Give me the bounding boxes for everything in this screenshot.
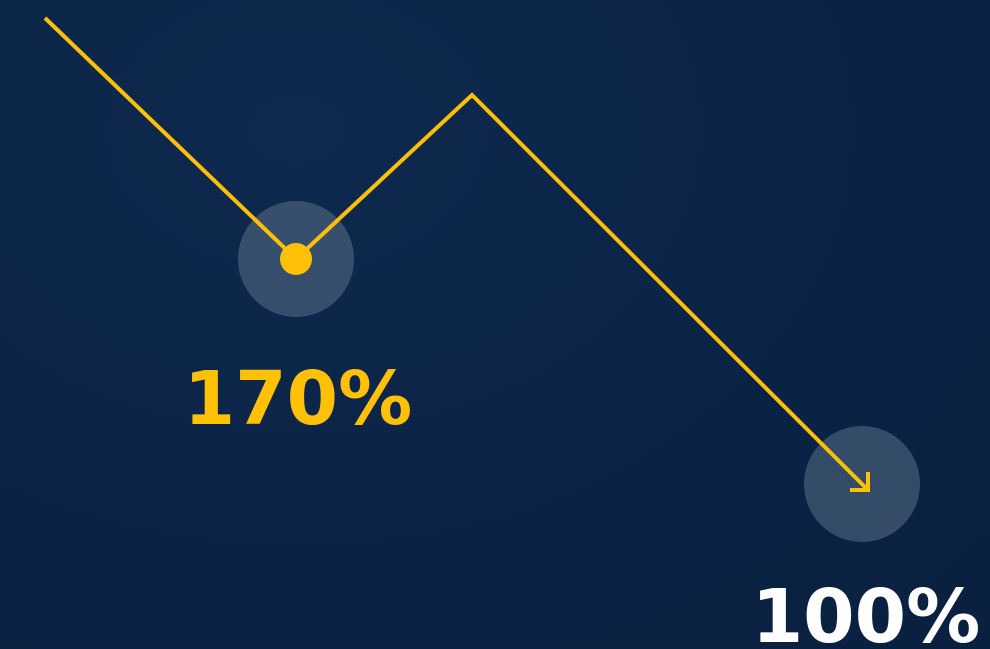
value-label-170: 170%	[184, 356, 413, 442]
trend-line	[43, 16, 870, 492]
point-markers	[280, 243, 870, 492]
arrow-head	[850, 472, 870, 492]
point-dot	[280, 243, 312, 275]
value-label-100: 100%	[752, 574, 981, 649]
